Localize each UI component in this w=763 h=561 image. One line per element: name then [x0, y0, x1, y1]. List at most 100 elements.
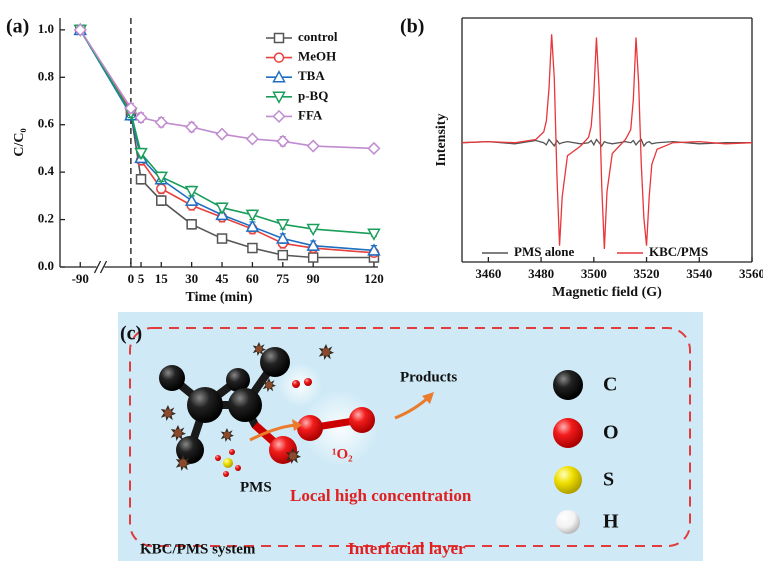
panel-label: (b): [400, 16, 424, 38]
marker: [245, 219, 260, 232]
panel-label: (a): [6, 16, 29, 38]
marker: [186, 219, 197, 230]
diagram-panel: (c) Products ¹O₂ PMS Local high concentr…: [118, 312, 703, 561]
x-axis-title: Time (min): [185, 290, 252, 305]
x-tick-label: 3540: [686, 266, 712, 281]
x-tick-label: 75: [276, 271, 290, 286]
interfacial-boundary: [129, 327, 691, 547]
marker: [134, 111, 148, 125]
marker: [306, 238, 320, 251]
x-tick-label: 5: [138, 271, 145, 286]
y-axis-title: C/C₀: [12, 128, 27, 156]
legend-marker: [273, 52, 285, 63]
marker: [247, 242, 258, 254]
y-tick-label: 0.4: [38, 163, 55, 178]
marker: [184, 193, 199, 206]
y-tick-label: 0.0: [38, 258, 54, 273]
series-line: [79, 29, 375, 252]
series-line: [79, 29, 374, 259]
legend-ball: [556, 510, 580, 534]
marker: [367, 228, 381, 241]
x-tick-label: 15: [155, 271, 169, 286]
marker: [154, 115, 168, 129]
element-label: H: [603, 511, 619, 533]
atoms: [159, 347, 375, 477]
y-tick-label: 0.2: [38, 211, 54, 226]
marker: [306, 139, 320, 153]
y-axis-title: Intensity: [434, 114, 449, 167]
marker: [73, 23, 87, 37]
marker: [276, 231, 290, 244]
marker: [245, 209, 260, 222]
marker: [307, 252, 319, 263]
legend-label: TBA: [298, 68, 325, 83]
marker: [135, 174, 147, 185]
element-label: S: [603, 469, 614, 491]
marker: [124, 101, 138, 115]
legend-label: MeOH: [298, 49, 336, 64]
series-line: [461, 34, 753, 250]
layer-label: Interfacial layer: [348, 539, 466, 558]
legend-ball: [553, 370, 583, 400]
local-label: Local high concentration: [290, 486, 472, 505]
legend-label: p-BQ: [298, 88, 328, 103]
legend-ball: [553, 418, 583, 448]
products-label: Products: [400, 369, 457, 385]
glow: [278, 363, 322, 407]
legend-marker: [273, 32, 285, 44]
marker: [154, 171, 169, 184]
marker: [245, 132, 259, 146]
x-tick-label: 0: [128, 271, 135, 286]
x-tick-label: 3520: [634, 266, 660, 281]
marker: [306, 223, 320, 237]
pms-label: PMS: [240, 479, 272, 495]
y-tick-label: 0.8: [38, 68, 55, 83]
marker: [184, 185, 199, 199]
series-line: [79, 29, 374, 150]
y-tick-label: 0.6: [38, 116, 55, 131]
x-tick-label: 45: [216, 271, 230, 286]
x-tick-label: 90: [307, 271, 320, 286]
marker: [276, 134, 290, 148]
x-axis-title: Magnetic field (G): [552, 285, 662, 300]
arrow-head: [292, 419, 302, 431]
x-tick-label: 3500: [581, 266, 607, 281]
x-tick-label: 60: [246, 271, 259, 286]
axis-break: [93, 260, 102, 274]
axis-break: [99, 260, 108, 274]
legend-marker: [272, 70, 286, 83]
legend-marker: [272, 109, 286, 123]
marker: [185, 120, 199, 134]
x-tick-label: 120: [364, 271, 384, 286]
legend-label: PMS alone: [514, 244, 575, 259]
singlet-oxygen-label: ¹O₂: [332, 446, 353, 462]
marker: [216, 233, 228, 244]
marker: [367, 141, 381, 155]
system-label: KBC/PMS system: [140, 541, 256, 557]
legend-label: FFA: [298, 107, 323, 122]
legend-marker: [272, 91, 286, 104]
x-tick-label: 3560: [739, 266, 763, 281]
marker: [215, 127, 229, 141]
x-tick-label: 3460: [475, 266, 501, 281]
legend-label: control: [298, 29, 338, 44]
marker: [367, 243, 381, 256]
y-tick-label: 1.0: [38, 21, 54, 36]
series-line: [79, 29, 375, 235]
marker: [276, 219, 290, 232]
marker: [134, 147, 148, 161]
element-label: C: [603, 374, 617, 396]
marker: [277, 249, 289, 261]
marker: [156, 183, 167, 194]
marker: [156, 195, 167, 206]
x-tick-label: 30: [185, 271, 198, 286]
legend-ball: [554, 466, 582, 494]
marker: [215, 202, 229, 215]
x-tick-label: 3480: [528, 266, 554, 281]
legend-label: KBC/PMS: [649, 244, 708, 259]
background: [118, 312, 703, 561]
axis-break-gap: [96, 261, 105, 273]
element-label: O: [603, 422, 619, 444]
panel-label: (c): [120, 323, 142, 345]
